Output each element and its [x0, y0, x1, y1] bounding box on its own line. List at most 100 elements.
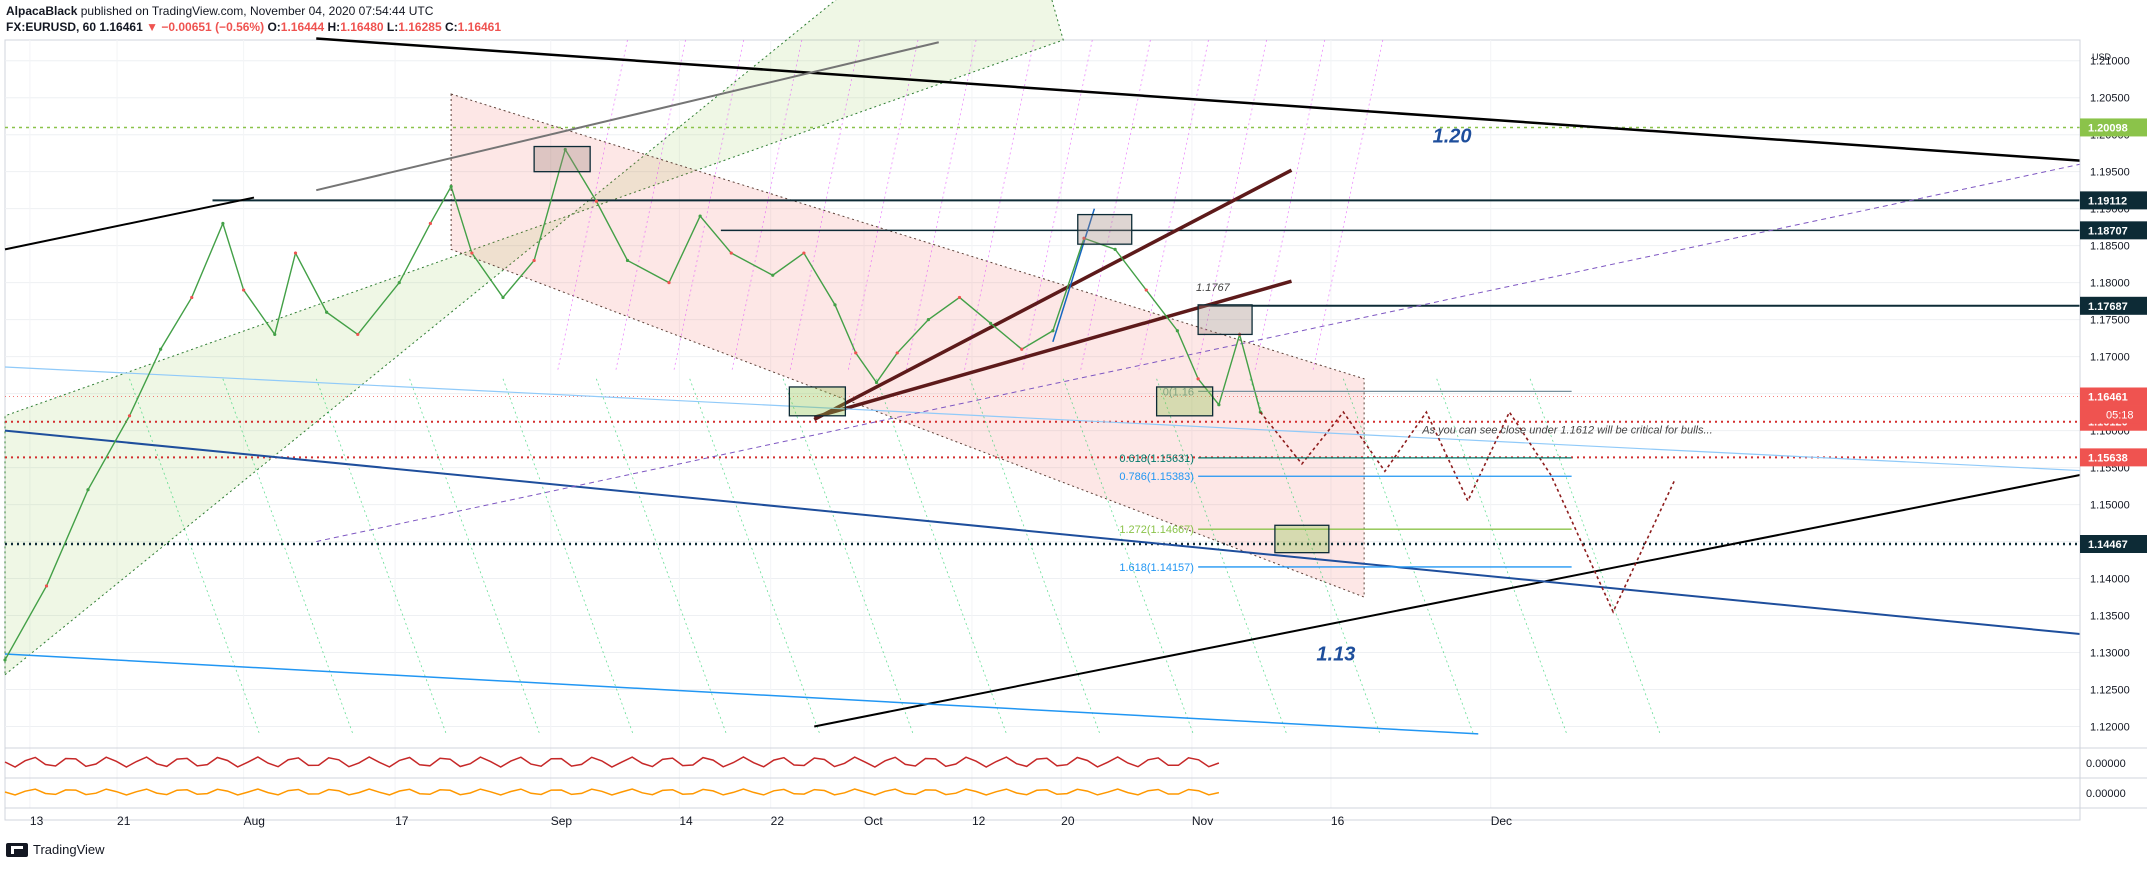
price-label: 1.14467 — [2088, 539, 2128, 551]
price-point — [895, 351, 899, 355]
time-tick: 21 — [117, 814, 131, 828]
indicator-line — [4, 756, 1220, 768]
trend-line-purple — [316, 163, 2081, 543]
price-tick: 1.21000 — [2090, 56, 2130, 68]
annotation-11767: 1.1767 — [1196, 282, 1231, 294]
time-tick: Dec — [1491, 814, 1512, 828]
fan-line-green — [689, 378, 821, 735]
price-point — [833, 303, 837, 307]
price-series — [3, 147, 1677, 662]
brand-name[interactable]: TradingView — [33, 842, 105, 857]
price-label: 1.19112 — [2088, 195, 2127, 207]
high-label: H: — [327, 20, 341, 34]
price-point — [86, 488, 90, 492]
price-point — [854, 351, 858, 355]
price-axis[interactable]: 1.210001.205001.200001.195001.190001.185… — [2079, 40, 2147, 820]
fan-line-green — [502, 378, 634, 735]
price-point — [563, 147, 567, 152]
price-point — [1020, 347, 1024, 351]
price-tick: 1.17000 — [2090, 352, 2130, 364]
price-point — [1217, 403, 1221, 407]
fan-line-green — [876, 378, 1007, 735]
price-point — [470, 251, 474, 255]
fan-line-magenta — [789, 39, 861, 372]
price-point — [44, 584, 49, 588]
fan-line-magenta — [557, 39, 628, 372]
price-point — [397, 281, 401, 285]
price-label: 1.17687 — [2088, 301, 2128, 313]
close-value: 1.16461 — [457, 20, 502, 34]
time-tick: Sep — [551, 814, 573, 828]
channel-line-bottom — [813, 279, 1292, 419]
fan-line-magenta — [1254, 39, 1326, 372]
price-label-bg — [2080, 191, 2147, 210]
time-tick: 16 — [1331, 814, 1345, 828]
highlight-box — [533, 145, 591, 173]
price-point — [273, 332, 277, 337]
time-axis[interactable]: 13 21 Aug 17 Sep 14 22 Oct 12 20 Nov 16 Dec — [30, 814, 1512, 828]
price-point — [1051, 329, 1055, 333]
time-tick: Oct — [864, 814, 883, 828]
fan-line-magenta — [1138, 39, 1209, 372]
highlight-box — [1155, 386, 1214, 417]
publish-info: published on TradingView.com, November 0… — [80, 4, 434, 18]
fan-line-green — [315, 378, 447, 735]
fib-label: 1.272(1.14667) — [1119, 524, 1194, 536]
price-point — [242, 288, 246, 292]
pane-value-label: 0.00000 — [2086, 788, 2126, 800]
note-text: As you can see close under 1.1612 will b… — [1421, 425, 1712, 437]
fan-line-green — [1342, 378, 1474, 735]
annotation-120: 1.20 — [1433, 126, 1472, 148]
author-name[interactable]: AlpacaBlack — [6, 4, 78, 18]
time-tick: 14 — [679, 814, 693, 828]
fan-line-green — [1062, 378, 1194, 735]
price-point — [356, 332, 360, 337]
fan-line-green — [782, 378, 914, 735]
price-point — [190, 295, 194, 300]
price-label: 1.18707 — [2088, 225, 2128, 237]
price-label-bg — [2080, 387, 2147, 406]
price-point — [625, 258, 630, 263]
fib-label: 0.618(1.15631) — [1119, 453, 1194, 465]
fan-line-green — [222, 378, 354, 735]
highlight-box — [1077, 213, 1133, 245]
price-point — [729, 251, 733, 255]
fan-line-green — [1249, 378, 1381, 735]
fan-line-magenta — [1312, 39, 1384, 372]
chart-grid — [4, 39, 2081, 821]
fan-line-magenta — [1021, 39, 1093, 372]
countdown-bg — [2080, 405, 2147, 424]
trend-line-grey — [316, 41, 939, 192]
price-tick: 1.13000 — [2090, 648, 2130, 660]
ascending-channel-zone — [4, 0, 1064, 676]
time-tick: 13 — [30, 814, 44, 828]
price-point — [1113, 247, 1117, 251]
price-point — [325, 310, 329, 314]
time-tick: Aug — [244, 814, 265, 828]
down-arrow-icon: ▼ — [146, 20, 158, 34]
price-point — [127, 414, 132, 418]
fib-label: 0.786(1.15383) — [1119, 471, 1194, 483]
fan-line-magenta — [1196, 39, 1267, 372]
channel-zones — [4, 0, 1365, 676]
price-tick: 1.13500 — [2090, 611, 2130, 623]
channel-line-top — [813, 168, 1293, 422]
fan-line-magenta — [963, 39, 1035, 372]
trend-line-blue — [4, 429, 2081, 636]
price-label-bg — [2080, 448, 2147, 467]
trend-line-bottom — [814, 474, 2081, 728]
price-point — [293, 251, 298, 255]
trend-line-lightblue — [4, 653, 1479, 735]
price-point — [1175, 329, 1179, 333]
fan-line-magenta — [847, 39, 919, 372]
price-label-bg — [2080, 535, 2147, 554]
price-label-bg — [2080, 118, 2147, 137]
price-point — [501, 295, 505, 300]
close-label: C: — [444, 20, 458, 34]
price-chart[interactable]: 0(1.16 0.618(1.15631) 0.786(1.15383) 1.272(… — [0, 0, 2147, 835]
time-tick: 20 — [1061, 814, 1075, 828]
chart-header: AlpacaBlack published on TradingView.com… — [6, 3, 501, 35]
fan-line-magenta — [905, 39, 977, 372]
fan-line-green — [1156, 378, 1288, 735]
fan-line-magenta — [615, 39, 686, 372]
